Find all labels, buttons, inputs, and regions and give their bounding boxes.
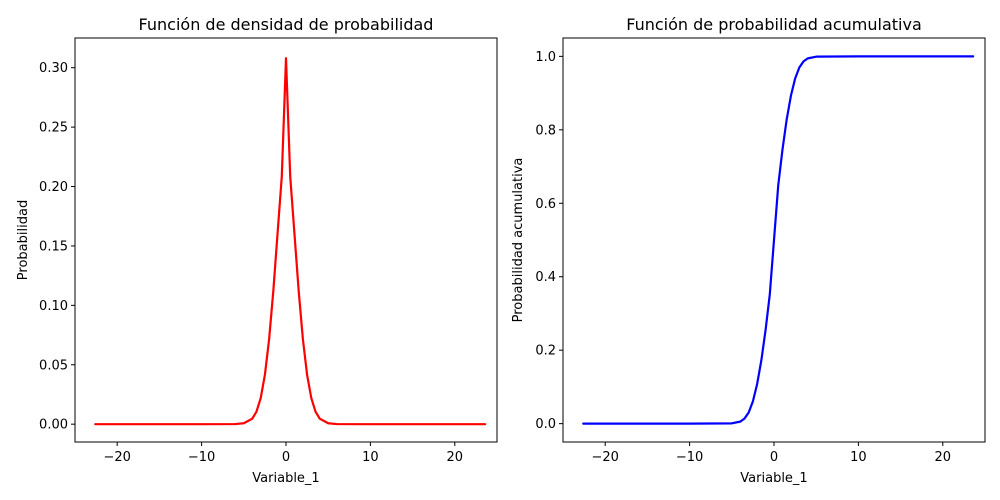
cdf-chart-xtick-label: −20 <box>591 450 618 465</box>
cdf-chart-ytick-label: 0.2 <box>535 344 556 359</box>
cdf-chart-title: Función de probabilidad acumulativa <box>626 15 922 34</box>
cdf-chart-series <box>582 55 975 425</box>
pdf-chart-frame <box>74 37 498 443</box>
pdf-chart-ylabel: Probabilidad <box>16 200 31 280</box>
pdf-chart-series <box>94 57 487 426</box>
pdf-chart-ytick-label: 0.30 <box>39 61 68 76</box>
pdf-chart-ytick-label: 0.05 <box>39 358 68 373</box>
pdf-chart: Función de densidad de probabilidad Vari… <box>16 15 498 486</box>
cdf-chart-ytick-label: 0.8 <box>535 123 556 138</box>
pdf-chart-ytick-label: 0.15 <box>39 239 68 254</box>
cdf-chart-xtick-label: 0 <box>770 450 778 465</box>
pdf-chart-xtick-label: −10 <box>188 450 215 465</box>
pdf-chart-xtick-label: 10 <box>362 450 379 465</box>
pdf-chart-ytick-label: 0.00 <box>39 418 68 433</box>
cdf-chart-xticks: −20 −10 0 10 20 <box>591 442 951 465</box>
cdf-chart-ytick-label: 0.6 <box>535 197 556 212</box>
pdf-chart-xtick-label: −20 <box>103 450 130 465</box>
cdf-chart-line <box>582 55 975 425</box>
pdf-chart-title: Función de densidad de probabilidad <box>139 15 434 34</box>
cdf-chart-yticks: 0.0 0.2 0.4 0.6 0.8 1.0 <box>535 50 563 432</box>
pdf-chart-ytick-label: 0.20 <box>39 180 68 195</box>
cdf-chart-xtick-label: −10 <box>676 450 703 465</box>
cdf-chart-xtick-label: 20 <box>935 450 952 465</box>
cdf-chart-xlabel: Variable_1 <box>740 471 807 486</box>
cdf-chart-ytick-label: 0.4 <box>535 270 556 285</box>
cdf-chart: Función de probabilidad acumulativa Vari… <box>511 15 986 486</box>
pdf-chart-xtick-label: 20 <box>447 450 464 465</box>
pdf-chart-xticks: −20 −10 0 10 20 <box>103 442 463 465</box>
pdf-chart-ytick-label: 0.25 <box>39 121 68 136</box>
cdf-chart-ytick-label: 1.0 <box>535 50 556 65</box>
pdf-chart-xlabel: Variable_1 <box>252 471 319 486</box>
pdf-chart-line <box>94 57 487 426</box>
pdf-chart-xtick-label: 0 <box>282 450 290 465</box>
cdf-chart-ytick-label: 0.0 <box>535 417 556 432</box>
cdf-chart-frame <box>562 37 986 443</box>
pdf-chart-ytick-label: 0.10 <box>39 299 68 314</box>
pdf-chart-yticks: 0.00 0.05 0.10 0.15 0.20 0.25 0.30 <box>39 61 75 433</box>
cdf-chart-ylabel: Probabilidad acumulativa <box>511 158 526 323</box>
cdf-chart-xtick-label: 10 <box>850 450 867 465</box>
